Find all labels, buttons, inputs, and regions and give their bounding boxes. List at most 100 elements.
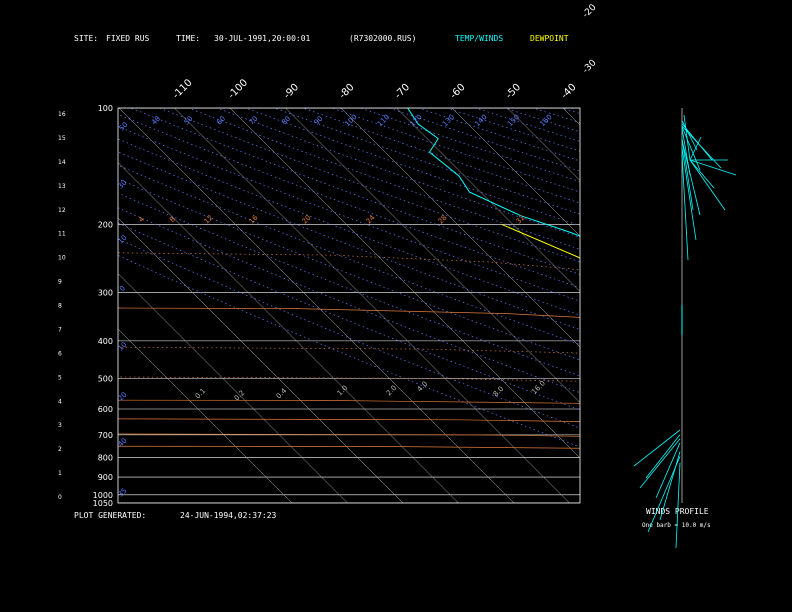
temperature-line <box>407 108 580 237</box>
legend-dewpoint: DEWPOINT <box>530 34 569 43</box>
theta-label-left: 0 <box>118 284 127 293</box>
theta-label-left: 10 <box>117 234 129 246</box>
wind-barb <box>681 147 697 241</box>
theta-label: 100 <box>344 113 359 128</box>
wind-barb <box>681 140 701 216</box>
temp-tick-label-top: -70 <box>393 82 412 101</box>
mixing-ratio-label: 16.0 <box>530 379 547 396</box>
dry-adiabat-line <box>591 108 792 503</box>
dewpoint-line <box>501 223 580 259</box>
mixing-ratio-label: 1.0 <box>336 384 350 398</box>
wind-barb <box>689 159 737 176</box>
theta-label: 90 <box>313 115 325 127</box>
wind-profile-note: One barb = 10.0 m/s <box>642 522 711 529</box>
wind-barb <box>633 429 681 467</box>
moist-adiabat-label: 24 <box>365 213 377 225</box>
pressure-tick-label: 800 <box>98 453 113 462</box>
wind-barb <box>675 462 681 549</box>
dry-adiabat-line <box>245 108 580 226</box>
wind-barb <box>689 136 702 161</box>
theta-label-left: 40 <box>117 437 129 449</box>
temp-tick-label-top: -80 <box>337 82 356 101</box>
height-tick-label: 15 <box>58 135 66 142</box>
wind-barb <box>681 126 701 171</box>
theta-label-left: 20 <box>117 391 129 403</box>
height-tick-label: 6 <box>58 350 62 357</box>
dry-adiabat-line <box>619 108 792 503</box>
site-label: SITE: <box>74 34 99 43</box>
isotherm-line <box>285 108 580 403</box>
dry-adiabat-line <box>118 114 580 289</box>
theta-label: 140 <box>474 113 489 128</box>
dry-adiabat-line <box>331 108 580 193</box>
isotherm-line <box>674 108 792 503</box>
dry-adiabat-line <box>417 108 580 162</box>
dry-adiabat-line <box>705 108 792 503</box>
height-tick-label: 5 <box>58 374 62 381</box>
wind-barb <box>681 138 694 211</box>
theta-label: 50 <box>118 121 130 133</box>
height-tick-label: 0 <box>58 494 62 501</box>
mixing-ratio-label: 0.4 <box>275 386 289 400</box>
moist-adiabat-line <box>648 224 792 503</box>
height-tick-label: 3 <box>58 422 62 429</box>
height-tick-label: 7 <box>58 326 62 333</box>
time-label: TIME: <box>176 34 201 43</box>
isotherm-line <box>507 108 580 181</box>
isotherm-line <box>396 108 580 292</box>
height-tick-label: 8 <box>58 303 62 310</box>
dry-adiabat-line <box>504 108 580 133</box>
height-tick-label: 2 <box>58 446 62 453</box>
height-tick-label: 9 <box>58 279 62 286</box>
height-tick-label: 4 <box>58 398 62 405</box>
theta-label-left: 35 <box>117 487 129 499</box>
temp-tick-label-top: -110 <box>171 77 195 101</box>
pressure-tick-label: 700 <box>98 431 113 440</box>
moist-adiabat-label: 16 <box>248 213 260 225</box>
theta-label: 110 <box>376 113 391 128</box>
moist-adiabat-line <box>769 224 792 503</box>
theta-label: 70 <box>248 115 260 127</box>
isotherm-line <box>118 328 293 503</box>
pressure-tick-label: 900 <box>98 473 113 482</box>
pressure-tick-label: 600 <box>98 405 113 414</box>
moist-adiabat-label: 32 <box>515 214 527 226</box>
pressure-tick-label: 300 <box>98 289 113 298</box>
mixing-ratio-label: 8.0 <box>492 385 506 399</box>
temp-tick-label-top: -40 <box>559 82 578 101</box>
dry-adiabat-line <box>274 108 580 215</box>
dry-adiabat-line <box>118 151 580 330</box>
mixing-ratio-label: 2.0 <box>385 384 399 398</box>
time-value: 30-JUL-1991,20:00:01 <box>214 34 311 43</box>
dry-adiabat-line <box>446 108 580 152</box>
theta-label: 130 <box>441 113 456 128</box>
site-value: FIXED RUS <box>106 34 150 43</box>
wind-barb <box>655 442 681 499</box>
moist-adiabat-label: 4 <box>137 215 146 224</box>
temp-tick-label-top: -50 <box>504 82 523 101</box>
theta-label: 40 <box>150 115 162 127</box>
dry-adiabat-line <box>475 108 580 142</box>
plot-generated-label: PLOT GENERATED: <box>74 511 147 520</box>
theta-label: 60 <box>215 115 227 127</box>
wind-barb <box>681 120 698 151</box>
isotherm-line <box>229 108 580 459</box>
dry-adiabat-line <box>159 108 580 263</box>
height-tick-label: 10 <box>58 255 66 262</box>
dry-adiabat-line <box>360 108 580 182</box>
wind-barb <box>659 451 681 521</box>
theta-label: 150 <box>506 113 521 128</box>
dry-adiabat-line <box>561 108 580 114</box>
isotherm-line <box>174 108 570 503</box>
height-tick-label: 13 <box>58 183 66 190</box>
isotherm-line <box>340 108 580 348</box>
pressure-tick-label: 100 <box>98 104 113 113</box>
legend-temp-winds: TEMP/WINDS <box>455 34 504 43</box>
isotherm-line <box>619 108 792 503</box>
moist-adiabat-line <box>0 394 792 503</box>
isotherm-line <box>118 108 515 503</box>
height-tick-label: 1 <box>58 470 62 477</box>
temp-tick-label-right: -30 <box>581 58 599 76</box>
dry-adiabat-line <box>118 254 580 448</box>
moist-adiabat-label: 8 <box>168 215 177 224</box>
